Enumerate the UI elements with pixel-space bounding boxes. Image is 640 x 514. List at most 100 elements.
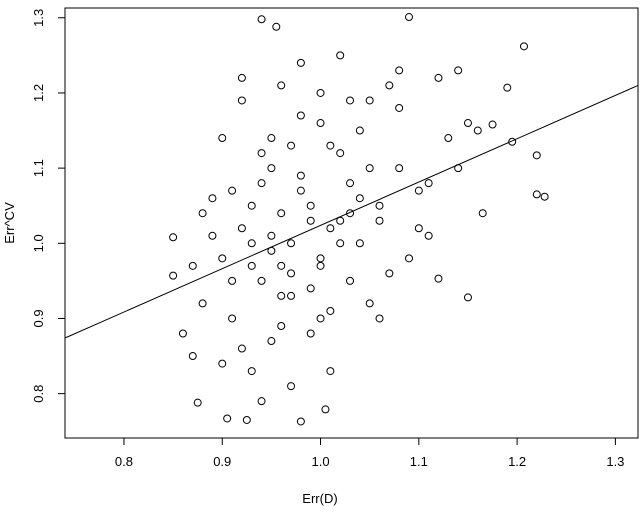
point [424, 179, 433, 188]
point [218, 134, 227, 143]
point [247, 201, 256, 210]
y-tick-label: 1.1 [31, 159, 46, 177]
point [228, 276, 237, 285]
point [540, 192, 549, 201]
point [385, 81, 394, 90]
point [336, 149, 345, 158]
point [178, 329, 187, 338]
point [296, 186, 305, 195]
point [242, 415, 251, 424]
point [237, 344, 246, 353]
point [247, 239, 256, 248]
point [287, 141, 296, 150]
point [355, 239, 364, 248]
point [218, 254, 227, 263]
point [375, 201, 384, 210]
point [316, 88, 325, 97]
point [223, 414, 232, 423]
point [272, 22, 281, 31]
point [267, 164, 276, 173]
point [375, 216, 384, 225]
point [306, 216, 315, 225]
point [395, 103, 404, 112]
point [385, 269, 394, 278]
point [326, 141, 335, 150]
point [277, 291, 286, 300]
y-tick-label: 1.0 [31, 234, 46, 252]
point [503, 83, 512, 92]
point [404, 13, 413, 22]
point [208, 231, 217, 240]
point [414, 186, 423, 195]
fit-line [64, 84, 639, 339]
point [478, 209, 487, 218]
point [355, 126, 364, 135]
point [473, 126, 482, 135]
point [488, 120, 497, 129]
point [316, 261, 325, 270]
x-tick-label: 1.2 [508, 454, 526, 469]
point [434, 73, 443, 82]
point [346, 179, 355, 188]
point [326, 224, 335, 233]
point [346, 96, 355, 105]
point [198, 209, 207, 218]
point [188, 261, 197, 270]
point [316, 314, 325, 323]
point [287, 239, 296, 248]
point [237, 96, 246, 105]
point [267, 134, 276, 143]
point [336, 51, 345, 60]
point [208, 194, 217, 203]
point [365, 164, 374, 173]
y-axis-label: Err^CV [2, 202, 17, 244]
point [532, 151, 541, 160]
point [434, 274, 443, 283]
point [316, 254, 325, 263]
point [532, 190, 541, 199]
point [257, 15, 266, 24]
point [228, 186, 237, 195]
point [169, 271, 178, 280]
point [296, 58, 305, 67]
point [296, 417, 305, 426]
point [355, 194, 364, 203]
point [169, 233, 178, 242]
point [277, 261, 286, 270]
point [277, 81, 286, 90]
y-tick-label: 1.2 [31, 84, 46, 102]
point [257, 276, 266, 285]
point [463, 293, 472, 302]
x-tick-label: 1.3 [606, 454, 624, 469]
point [296, 111, 305, 120]
point [454, 66, 463, 75]
point [336, 239, 345, 248]
y-tick-label: 0.8 [31, 385, 46, 403]
point [247, 261, 256, 270]
point [267, 231, 276, 240]
point [287, 382, 296, 391]
x-tick-label: 1.0 [312, 454, 330, 469]
point [287, 291, 296, 300]
x-axis-label: Err(D) [302, 491, 337, 506]
point [375, 314, 384, 323]
point [395, 164, 404, 173]
point [346, 276, 355, 285]
point [247, 367, 256, 376]
point [267, 337, 276, 346]
point [277, 209, 286, 218]
y-tick-label: 0.9 [31, 309, 46, 327]
point [193, 398, 202, 407]
point [365, 96, 374, 105]
point [306, 329, 315, 338]
point [228, 314, 237, 323]
x-tick-label: 0.8 [115, 454, 133, 469]
point [188, 352, 197, 361]
point [508, 137, 517, 146]
point [321, 405, 330, 414]
point [404, 254, 413, 263]
point [198, 299, 207, 308]
point [414, 224, 423, 233]
x-tick-label: 0.9 [213, 454, 231, 469]
